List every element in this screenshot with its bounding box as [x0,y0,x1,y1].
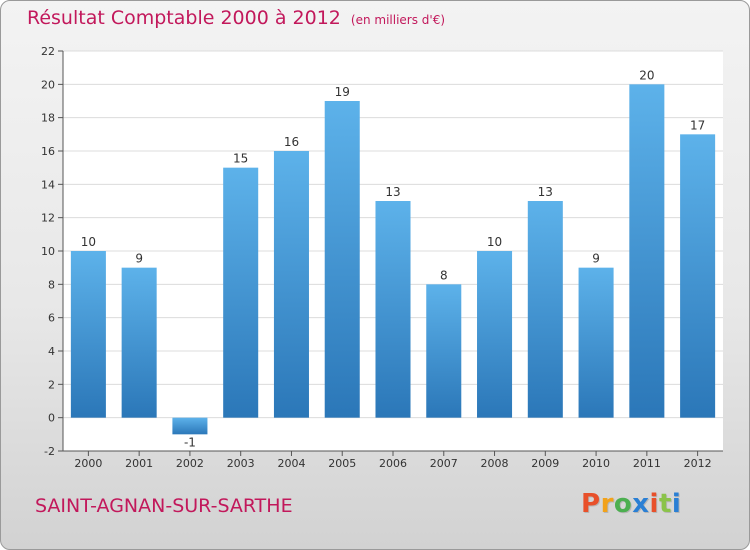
bar [477,251,513,418]
bar-value-label: 19 [335,85,350,99]
chart-title-block: Résultat Comptable 2000 à 2012 (en millie… [27,7,445,29]
y-tick-label: 2 [48,378,55,391]
y-tick-label: 18 [41,112,55,125]
x-tick-label: 2001 [125,457,153,470]
bars: 10 9 -1 15 16 19 13 8 10 13 9 20 17 [70,68,716,449]
bar-value-label: 20 [639,68,654,82]
x-tick-label: 2006 [379,457,407,470]
y-tick-label: 4 [48,345,55,358]
bar [172,417,208,435]
y-tick-label: 0 [48,412,55,425]
logo-letter: i [671,489,682,519]
bar [578,267,614,418]
x-tick-label: 2008 [481,457,509,470]
bar [121,267,157,418]
logo-letter: r [600,489,614,519]
y-tick-label: -2 [44,445,55,458]
chart-unit: (en milliers d'€) [350,13,446,27]
bar-value-label: -1 [184,435,196,449]
logo-letter: P [581,489,601,519]
x-tick-label: 2000 [74,457,102,470]
logo-letter: t [658,489,672,519]
x-tick-label: 2007 [430,457,458,470]
y-tick-label: 16 [41,145,55,158]
bar-value-label: 10 [487,235,502,249]
bar [426,284,462,418]
x-tick-label: 2003 [227,457,255,470]
x-tick-label: 2002 [176,457,204,470]
bar [223,167,259,418]
bar-value-label: 10 [81,235,96,249]
bar-value-label: 16 [284,135,299,149]
bar [629,84,665,418]
x-axis: 2000 2001 2002 2003 2004 2005 2006 2007 2008 2009… [63,450,723,470]
commune-name: SAINT-AGNAN-SUR-SARTHE [35,495,293,517]
logo-letter: i [649,489,659,519]
bar [273,151,309,418]
y-tick-label: 22 [41,45,55,58]
logo-letter: x [632,489,650,519]
x-tick-label: 2005 [328,457,356,470]
bar-value-label: 13 [385,185,400,199]
bar-value-label: 9 [592,252,600,266]
bar [70,251,106,418]
chart-title: Résultat Comptable 2000 à 2012 [27,7,341,29]
bar-value-label: 15 [233,152,248,166]
bar [375,201,411,418]
bar-value-label: 9 [135,252,143,266]
proxiti-logo: Proxiti [581,489,681,519]
bar-value-label: 13 [538,185,553,199]
y-tick-label: 20 [41,78,55,91]
x-tick-label: 2004 [277,457,305,470]
y-axis: -2 0 2 4 6 8 10 12 14 16 18 20 22 [41,45,64,458]
y-tick-label: 14 [41,178,55,191]
bar-value-label: 17 [690,118,705,132]
y-tick-label: 8 [48,278,55,291]
bar [527,201,563,418]
bar [324,101,360,418]
x-tick-label: 2010 [582,457,610,470]
y-tick-label: 12 [41,212,55,225]
bar-value-label: 8 [440,268,448,282]
x-tick-label: 2011 [633,457,661,470]
y-tick-label: 10 [41,245,55,258]
logo-letter: o [613,489,633,519]
x-tick-label: 2009 [531,457,559,470]
bar [680,134,716,418]
x-tick-label: 2012 [684,457,712,470]
y-tick-label: 6 [48,312,55,325]
